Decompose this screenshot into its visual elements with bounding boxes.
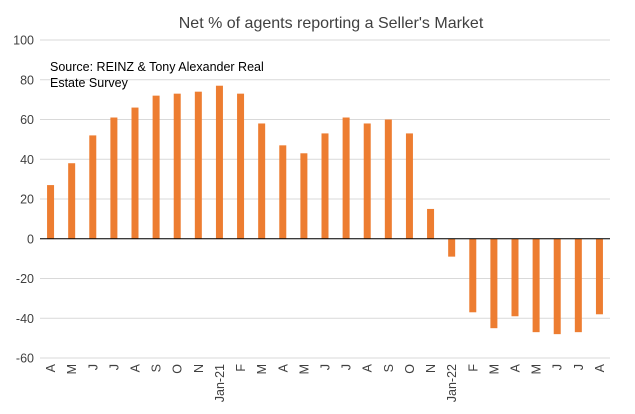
x-tick-label: J — [572, 364, 586, 370]
x-tick-label: F — [466, 364, 480, 372]
bar — [469, 238, 477, 313]
y-axis-ticks: -60 -40 -20 0 20 40 60 80 100 — [13, 34, 34, 366]
x-tick-label: S — [150, 364, 164, 372]
x-tick-label: O — [171, 364, 185, 374]
x-tick-label: M — [65, 364, 79, 374]
x-tick-label: O — [403, 364, 417, 374]
x-tick-label: J — [340, 364, 354, 370]
bar — [279, 145, 287, 239]
bar — [405, 133, 413, 239]
x-tick-label: A — [509, 363, 523, 372]
bar — [215, 85, 223, 239]
bar — [47, 185, 55, 239]
y-tick-label: -60 — [16, 352, 34, 366]
bar — [68, 163, 76, 239]
x-tick-label: A — [276, 363, 290, 372]
bar — [258, 123, 266, 239]
y-tick-label: 80 — [20, 73, 34, 87]
x-tick-label: N — [424, 364, 438, 373]
y-tick-label: -40 — [16, 312, 34, 326]
bar — [321, 133, 329, 239]
bar — [110, 117, 118, 239]
x-tick-label: M — [487, 364, 501, 374]
bars — [47, 85, 603, 335]
bar — [363, 123, 371, 239]
x-tick-label: S — [382, 364, 396, 372]
bar — [553, 238, 561, 335]
bar — [595, 238, 603, 315]
x-tick-label: A — [44, 363, 58, 372]
bar — [574, 238, 582, 333]
x-tick-label: A — [129, 363, 143, 372]
bar — [384, 119, 392, 239]
x-tick-label: N — [192, 364, 206, 373]
bar — [342, 117, 350, 239]
x-tick-label: J — [86, 364, 100, 370]
x-tick-label: F — [234, 364, 248, 372]
y-tick-label: 20 — [20, 193, 34, 207]
y-tick-label: 100 — [13, 34, 34, 48]
x-tick-label: J — [107, 364, 121, 370]
y-tick-label: 60 — [20, 113, 34, 127]
bar — [532, 238, 540, 333]
chart-title: Net % of agents reporting a Seller's Mar… — [179, 15, 484, 32]
x-axis-ticks: A M J J A S O N Jan-21 F M A M J J A S O N Jan-22 F M A M J J A — [44, 363, 607, 402]
bar — [237, 93, 245, 239]
bar — [427, 208, 435, 239]
bar — [131, 107, 139, 239]
x-tick-label: J — [551, 364, 565, 370]
y-tick-label: 40 — [20, 153, 34, 167]
bar — [448, 238, 456, 257]
y-tick-label: 0 — [27, 232, 34, 246]
bar — [511, 238, 519, 317]
x-tick-label: Jan-22 — [445, 364, 459, 402]
x-tick-label: J — [319, 364, 333, 370]
x-tick-label: M — [530, 364, 544, 374]
x-tick-label: Jan-21 — [213, 364, 227, 402]
source-annotation-line-2: Estate Survey — [50, 76, 129, 90]
x-tick-label: A — [593, 363, 607, 372]
bar — [173, 93, 181, 239]
bar — [194, 91, 202, 239]
source-annotation-line-1: Source: REINZ & Tony Alexander Real — [50, 60, 264, 74]
y-tick-label: -20 — [16, 272, 34, 286]
bar — [300, 153, 308, 239]
bar — [89, 135, 97, 239]
bar — [152, 95, 160, 239]
x-tick-label: A — [361, 363, 375, 372]
x-tick-label: M — [297, 364, 311, 374]
x-tick-label: M — [255, 364, 269, 374]
bar — [490, 238, 498, 329]
